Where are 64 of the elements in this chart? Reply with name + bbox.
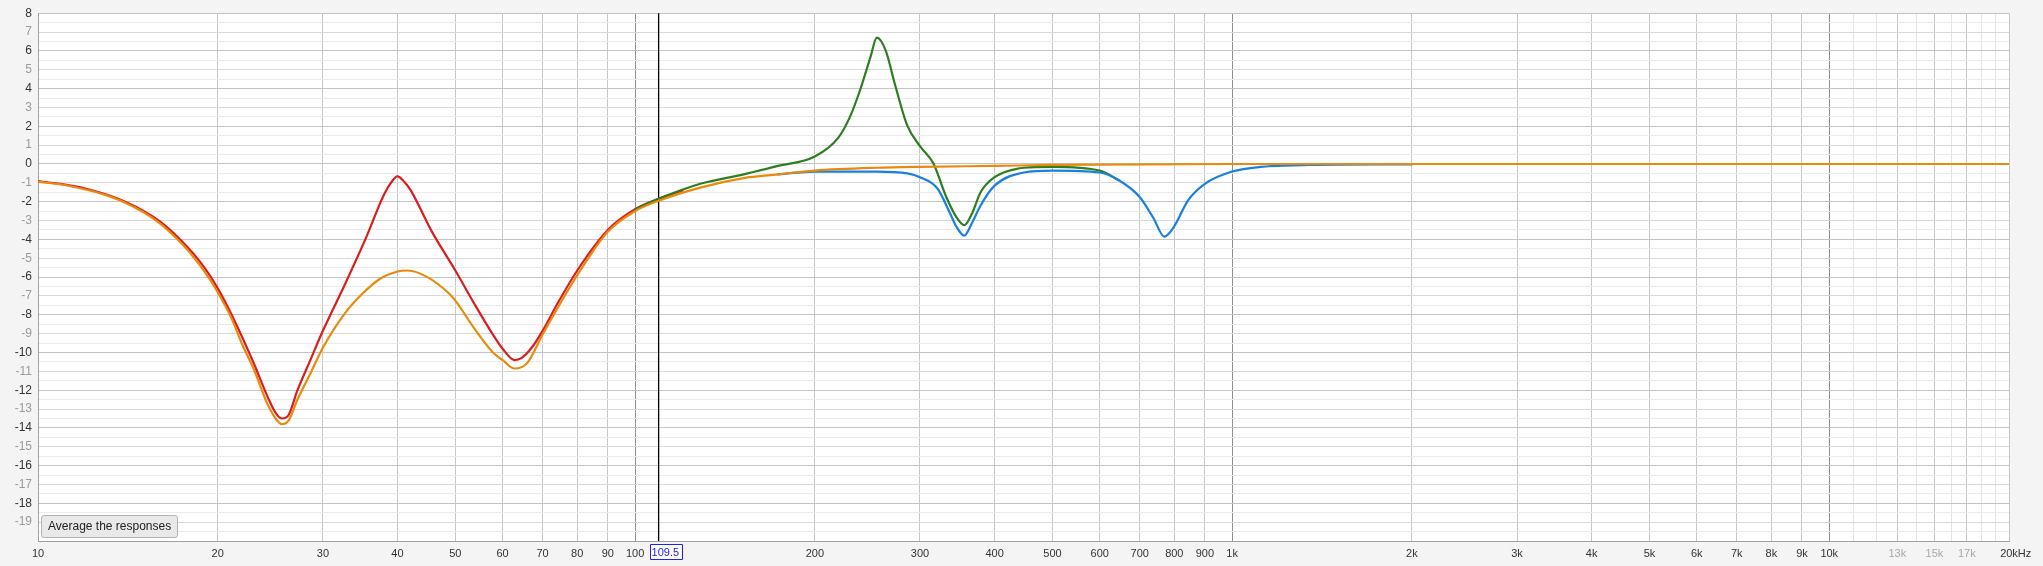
- y-tick-label: 5: [25, 62, 33, 77]
- x-tick-label: 100: [625, 546, 645, 559]
- y-tick-label: -14: [14, 420, 33, 435]
- y-tick-label: -13: [14, 401, 33, 416]
- y-tick-label: -18: [14, 495, 33, 510]
- x-tick-label: 800: [1165, 546, 1184, 559]
- x-tick-label: 10k: [1820, 546, 1839, 559]
- x-tick-label: 3k: [1511, 546, 1524, 559]
- x-tick-label: 200: [805, 546, 825, 559]
- y-tick-label: 0: [25, 156, 33, 171]
- x-tick-label: 13k: [1888, 546, 1907, 559]
- y-tick-label: -17: [14, 476, 33, 491]
- y-tick-label: 1: [25, 137, 33, 152]
- x-tick-label: 7k: [1730, 546, 1744, 559]
- y-tick-label: 8: [25, 5, 33, 20]
- y-tick-label: -4: [21, 231, 33, 246]
- x-tick-label: 70: [536, 546, 549, 559]
- y-tick-label: -5: [21, 250, 33, 265]
- x-tick-label: 90: [601, 546, 614, 559]
- y-tick-label: -10: [14, 344, 33, 359]
- ref-line-label: 109.5: [651, 545, 680, 558]
- y-tick-label: -3: [21, 212, 33, 227]
- x-tick-label: 500: [1043, 546, 1062, 559]
- x-tick-label: 2k: [1406, 546, 1419, 559]
- y-tick-label: -6: [21, 269, 33, 284]
- x-tick-label: 80: [571, 546, 584, 559]
- y-tick-label: 4: [25, 80, 33, 95]
- y-tick-label: -11: [15, 363, 33, 378]
- annotation: Average the responses: [48, 519, 172, 534]
- x-tick-label: 1k: [1226, 546, 1239, 559]
- x-tick-label: 9k: [1796, 546, 1809, 559]
- x-tick-label: 10: [31, 546, 45, 559]
- x-tick-label: 30: [316, 546, 330, 559]
- x-tick-label: 17k: [1957, 546, 1977, 559]
- y-tick-label: 2: [25, 118, 33, 133]
- x-tick-label: 60: [496, 546, 509, 559]
- x-tick-label: 40: [391, 546, 404, 559]
- y-tick-label: -7: [21, 288, 33, 303]
- x-tick-label: 50: [449, 546, 462, 559]
- x-tick-label: 5k: [1643, 546, 1656, 559]
- x-tick-label: 20: [211, 546, 224, 559]
- x-tick-label: 15k: [1925, 546, 1944, 559]
- y-tick-label: -9: [21, 325, 33, 340]
- x-tick-label: 900: [1195, 546, 1215, 559]
- x-tick-label: 4k: [1585, 546, 1598, 559]
- push-button: Average the responses: [41, 515, 179, 538]
- y-tick-label: 7: [25, 24, 33, 39]
- y-tick-label: -8: [21, 307, 33, 322]
- y-tick-label: -19: [14, 514, 33, 529]
- y-tick-label: -12: [14, 382, 33, 397]
- x-tick-label: 300: [910, 546, 930, 559]
- x-tick-label: 700: [1130, 546, 1149, 559]
- x-tick-label: 8k: [1765, 546, 1778, 559]
- y-tick-label: 3: [25, 99, 33, 114]
- y-tick-label: 6: [25, 43, 33, 58]
- y-tick-label: -1: [21, 175, 33, 190]
- x-axis-title: Hz: [2017, 546, 2032, 559]
- y-tick-label: -15: [14, 439, 33, 454]
- y-tick-label: -16: [14, 457, 33, 472]
- x-tick-label: 400: [985, 546, 1004, 559]
- x-tick-label: 600: [1090, 546, 1109, 559]
- x-tick-label: 6k: [1690, 546, 1704, 559]
- x-tick-label: 20k: [2000, 546, 2019, 559]
- y-tick-label: -2: [21, 194, 33, 209]
